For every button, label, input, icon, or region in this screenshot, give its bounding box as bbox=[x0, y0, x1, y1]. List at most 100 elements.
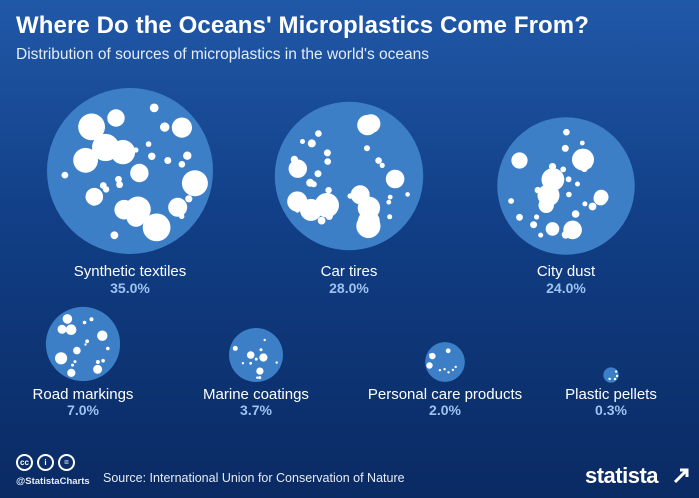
bubble-dot bbox=[511, 152, 528, 169]
category-label: Plastic pellets bbox=[565, 386, 657, 403]
bubble-dot bbox=[61, 171, 69, 179]
value-label: 7.0% bbox=[67, 402, 99, 418]
statista-logo[interactable]: statista bbox=[585, 463, 659, 488]
bubble-dot bbox=[164, 157, 172, 164]
bubble-dot bbox=[314, 170, 322, 178]
category-label: Marine coatings bbox=[203, 386, 309, 403]
bubble-dot bbox=[325, 212, 333, 220]
bubble-dot bbox=[387, 194, 393, 200]
bubble-dot bbox=[178, 161, 186, 168]
bubble-dot bbox=[124, 196, 151, 223]
bubble-dot bbox=[57, 324, 67, 334]
category-label: Personal care products bbox=[368, 386, 522, 403]
bubble-dot bbox=[608, 377, 611, 381]
bubble-dot bbox=[375, 157, 382, 164]
bubble-dot bbox=[385, 169, 405, 189]
bubble-dot bbox=[426, 362, 433, 369]
bubble-dot bbox=[93, 364, 103, 374]
bubble-dot bbox=[106, 346, 110, 351]
bubble-dot bbox=[168, 197, 188, 217]
bubble-dot bbox=[85, 339, 89, 344]
bubble-dot bbox=[582, 201, 588, 207]
bubble-dot bbox=[379, 162, 385, 168]
bubble-dot bbox=[85, 187, 104, 206]
bubble-mark bbox=[425, 342, 465, 382]
bubble-mark bbox=[45, 306, 121, 382]
value-label: 24.0% bbox=[546, 280, 586, 296]
bubble-dot bbox=[534, 214, 540, 220]
bubble-dot bbox=[565, 176, 572, 183]
bubble-dot bbox=[451, 368, 455, 372]
bubble-dot bbox=[615, 370, 618, 373]
bubble-dot bbox=[324, 158, 332, 165]
bubble-dot bbox=[545, 222, 560, 236]
page-subtitle: Distribution of sources of microplastics… bbox=[16, 46, 430, 63]
twitter-handle[interactable]: @StatistaCharts bbox=[16, 476, 90, 487]
bubble-mark bbox=[47, 88, 213, 254]
bubble-dot bbox=[133, 147, 139, 153]
bubble-dot bbox=[405, 192, 410, 197]
value-label: 35.0% bbox=[110, 280, 150, 296]
license-icons: cc i = bbox=[16, 454, 75, 471]
bubble-dot bbox=[171, 117, 192, 138]
bubble-dot bbox=[325, 187, 332, 194]
bubble-dot bbox=[249, 361, 253, 365]
bubble-dot bbox=[538, 197, 554, 213]
bubble-dot bbox=[508, 198, 514, 204]
bubble-dot bbox=[438, 369, 442, 372]
bubble-dot bbox=[323, 149, 331, 157]
bubble-dot bbox=[310, 181, 317, 188]
bubble-dot bbox=[97, 330, 108, 341]
bubble-dot bbox=[99, 182, 107, 189]
category-label: Road markings bbox=[33, 386, 134, 403]
bubble-dot bbox=[232, 345, 238, 351]
bubble-dot bbox=[454, 365, 457, 369]
bubble-dot bbox=[256, 376, 259, 379]
bubble-dot bbox=[67, 368, 76, 377]
bubble-dot bbox=[84, 343, 87, 346]
bubble-dot bbox=[73, 360, 77, 364]
bubble-dot bbox=[241, 362, 245, 365]
bubble-dot bbox=[530, 221, 538, 229]
bubble-dot bbox=[579, 140, 585, 146]
bubble-dot bbox=[538, 232, 544, 238]
bubble-dot bbox=[445, 348, 451, 354]
bubble-mark bbox=[229, 328, 283, 382]
bubble-dot bbox=[443, 368, 446, 371]
bubble-dot bbox=[549, 180, 556, 186]
bubble-dot bbox=[386, 199, 392, 205]
category-label: Synthetic textiles bbox=[74, 263, 187, 280]
bubble-dot bbox=[107, 114, 118, 125]
bubble-dot bbox=[364, 145, 370, 152]
bubble-dot bbox=[566, 191, 572, 198]
bubble-dot bbox=[429, 352, 436, 360]
bubble-dot bbox=[185, 195, 193, 203]
bubble-dot bbox=[357, 114, 378, 136]
bubble-dot bbox=[288, 159, 307, 178]
bubble-dot bbox=[560, 166, 567, 173]
value-label: 28.0% bbox=[329, 280, 369, 296]
bubble-dot bbox=[387, 214, 393, 220]
bubble-dot bbox=[55, 352, 68, 365]
statista-logo-icon bbox=[673, 468, 689, 484]
bubble-dot bbox=[447, 371, 450, 374]
bubble-dot bbox=[148, 152, 156, 160]
bubble-dot bbox=[356, 213, 381, 239]
bubble-dot bbox=[130, 163, 149, 183]
bubble-dot bbox=[317, 216, 326, 225]
bubble-dot bbox=[145, 141, 152, 147]
bubble-dot bbox=[101, 358, 105, 363]
bubble-dot bbox=[246, 351, 255, 359]
bubble-dot bbox=[300, 139, 305, 144]
bubble-dot bbox=[563, 128, 570, 136]
value-label: 0.3% bbox=[595, 402, 627, 418]
bubble-mark bbox=[603, 367, 619, 383]
bubble-dot bbox=[571, 210, 580, 218]
bubble-dot bbox=[259, 353, 268, 362]
bubble-dot bbox=[110, 139, 136, 165]
